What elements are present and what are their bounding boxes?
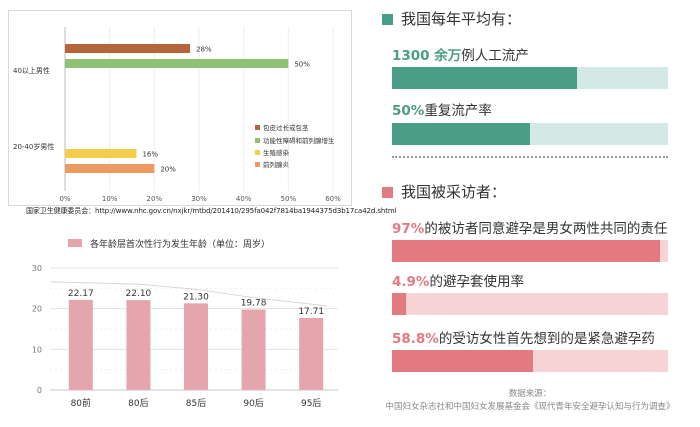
bar-value-label: 17.71 bbox=[298, 307, 324, 317]
bar bbox=[65, 164, 155, 173]
legend-label: 前列腺炎 bbox=[263, 160, 290, 169]
bar bbox=[65, 59, 289, 68]
bar-value-label: 20% bbox=[160, 166, 176, 174]
section1-title: 我国每年平均有： bbox=[382, 8, 521, 29]
stat-abortions-text: 例人工流产 bbox=[461, 48, 529, 64]
bar-value-label: 28% bbox=[196, 46, 212, 54]
trend-line bbox=[50, 281, 328, 307]
section2-square-icon bbox=[382, 187, 393, 198]
bar-value-label: 50% bbox=[294, 61, 310, 69]
y-tick-label: 10 bbox=[32, 345, 42, 354]
category-label: 40以上男性 bbox=[13, 66, 50, 75]
age-bar-chart: 各年龄层首次性行为发生年龄（单位：周岁） 0 10 20 30 22.17 80前 22.10… bbox=[0, 228, 352, 423]
stat-shared-responsibility: 97%的被访者同意避孕是男女两性共同的责任 bbox=[392, 217, 667, 237]
data-source-footer: 数据来源： 中国妇女杂志社和中国妇女发展基金会《现代青年安全避孕认知与行为调查》 bbox=[380, 388, 680, 414]
x-tick-label: 60% bbox=[325, 195, 341, 203]
x-tick-label: 85后 bbox=[186, 398, 206, 409]
section1-square-icon bbox=[382, 14, 393, 25]
chart-title: 各年龄层首次性行为发生年龄（单位：周岁） bbox=[90, 238, 270, 250]
stat-emergency-pill-number: 58.8% bbox=[392, 331, 439, 347]
stat-repeat-rate-number: 50% bbox=[392, 103, 425, 119]
footer-source: 中国妇女杂志社和中国妇女发展基金会《现代青年安全避孕认知与行为调查》 bbox=[385, 402, 675, 412]
stat-condom-usage: 4.9%的避孕套使用率 bbox=[392, 270, 524, 290]
bar bbox=[126, 300, 151, 390]
stat-condom-usage-number: 4.9% bbox=[392, 274, 430, 290]
horizontal-bar-chart-svg: 0% 10% 20% 30% 40% 50% 60%28%50%16%20%40以上男性20… bbox=[13, 27, 341, 203]
category-label: 20-40岁男性 bbox=[13, 142, 54, 151]
section2-title: 我国被采访者： bbox=[382, 181, 506, 202]
bar bbox=[299, 317, 324, 390]
x-tick-label: 80后 bbox=[128, 398, 148, 409]
stat-abortions-fill bbox=[392, 67, 577, 89]
bar-value-label: 21.30 bbox=[183, 292, 209, 302]
section2-title-text: 我国被采访者： bbox=[401, 183, 507, 201]
x-tick-label: 40% bbox=[236, 195, 252, 203]
x-tick-label: 90后 bbox=[243, 398, 263, 409]
footer-label: 数据来源： bbox=[508, 389, 552, 399]
stat-abortions-number: 1300 余万 bbox=[392, 48, 462, 64]
stat-condom-usage-text: 的避孕套使用率 bbox=[429, 274, 524, 290]
x-tick-label: 0% bbox=[59, 195, 70, 203]
x-tick-label: 50% bbox=[281, 195, 297, 203]
stat-shared-responsibility-number: 97% bbox=[392, 221, 425, 237]
y-tick-label: 30 bbox=[32, 264, 42, 273]
bar bbox=[65, 44, 191, 53]
bar bbox=[65, 149, 137, 158]
stat-emergency-pill-text: 的受访女性首先想到的是紧急避孕药 bbox=[438, 331, 655, 347]
legend-label: 包皮过长或包茎 bbox=[263, 123, 309, 132]
bar-value-label: 19.78 bbox=[241, 299, 267, 309]
stat-abortions-track bbox=[392, 67, 668, 89]
stat-shared-responsibility-text: 的被访者同意避孕是男女两性共同的责任 bbox=[424, 221, 668, 237]
stat-emergency-pill-fill bbox=[392, 350, 533, 372]
age-bar-chart-svg: 各年龄层首次性行为发生年龄（单位：周岁） 0 10 20 30 22.17 80前 22.10… bbox=[32, 238, 338, 409]
legend-swatch bbox=[255, 138, 260, 143]
stat-condom-usage-fill bbox=[392, 293, 406, 315]
legend-swatch bbox=[255, 125, 260, 130]
stat-emergency-pill-track bbox=[392, 350, 668, 372]
bar-value-label: 22.10 bbox=[126, 289, 152, 299]
y-tick-label: 20 bbox=[32, 305, 42, 314]
legend-swatch bbox=[255, 162, 260, 167]
x-tick-label: 10% bbox=[102, 195, 118, 203]
stat-repeat-rate: 50%重复流产率 bbox=[392, 99, 492, 119]
chart1-source: 国家卫生健康委员会：http://www.nhc.gov.cn/nxjkr/mt… bbox=[26, 207, 397, 215]
horizontal-bar-chart: 0% 10% 20% 30% 40% 50% 60% 28% 50% 16% 20% 40以上男性 20… bbox=[8, 10, 352, 206]
y-tick-label: 0 bbox=[37, 386, 42, 395]
x-tick-label: 20% bbox=[147, 195, 163, 203]
stat-repeat-rate-text: 重复流产率 bbox=[424, 103, 492, 119]
stat-shared-responsibility-fill bbox=[392, 240, 660, 262]
stat-emergency-pill: 58.8%的受访女性首先想到的是紧急避孕药 bbox=[392, 327, 655, 347]
stat-abortions: 1300 余万例人工流产 bbox=[392, 44, 529, 64]
x-tick-label: 95后 bbox=[301, 398, 321, 409]
legend-swatch bbox=[255, 150, 260, 155]
x-tick-label: 80前 bbox=[71, 397, 91, 409]
legend-label: 生殖感染 bbox=[263, 148, 290, 157]
legend-label: 功能性障碍和前列腺增生 bbox=[263, 136, 335, 145]
bar bbox=[68, 299, 93, 390]
bar-value-label: 22.17 bbox=[68, 289, 94, 299]
bar bbox=[241, 309, 266, 390]
stat-condom-usage-track bbox=[392, 293, 668, 315]
stat-repeat-rate-track bbox=[392, 123, 668, 145]
bar bbox=[184, 303, 208, 390]
dotted-divider bbox=[392, 156, 668, 158]
bar-value-label: 16% bbox=[142, 151, 158, 159]
stat-shared-responsibility-track bbox=[392, 240, 668, 262]
stat-repeat-rate-fill bbox=[392, 123, 530, 145]
section1-title-text: 我国每年平均有： bbox=[401, 10, 522, 28]
title-swatch bbox=[68, 239, 82, 247]
x-tick-label: 30% bbox=[191, 195, 207, 203]
